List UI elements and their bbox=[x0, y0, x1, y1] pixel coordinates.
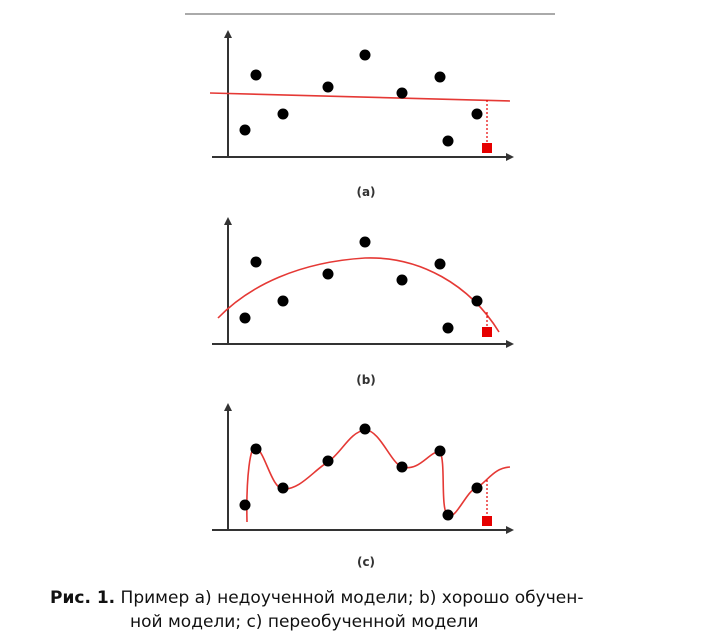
panel-b-point bbox=[239, 312, 251, 324]
panel-c-fit-curve bbox=[246, 429, 511, 523]
panel-a-fit-line bbox=[209, 92, 511, 102]
panel-a-point bbox=[359, 49, 371, 61]
panel-c-points bbox=[239, 423, 483, 521]
panel-a: (a) bbox=[209, 30, 514, 199]
panel-b-point bbox=[434, 258, 446, 270]
panel-c-prediction-marker bbox=[482, 516, 492, 526]
panel-b-points bbox=[239, 236, 483, 334]
panel-b-point bbox=[396, 274, 408, 286]
panel-b-point bbox=[442, 322, 454, 334]
figure-caption: Рис. 1. Пример a) недоученной модели; b)… bbox=[50, 586, 700, 634]
caption-line-1: Рис. 1. Пример a) недоученной модели; b)… bbox=[50, 586, 700, 610]
panel-a-prediction-marker bbox=[482, 143, 492, 153]
panel-c-point bbox=[239, 499, 251, 511]
panel-a-point bbox=[434, 71, 446, 83]
panel-b-label: (b) bbox=[356, 373, 376, 387]
panel-a-point bbox=[442, 135, 454, 147]
panel-c-point bbox=[277, 482, 289, 494]
panel-b: (b) bbox=[212, 217, 514, 387]
panel-a-point bbox=[396, 87, 408, 99]
panel-c-point bbox=[322, 455, 334, 467]
panel-b-fit-curve bbox=[217, 257, 500, 333]
panel-a-point bbox=[471, 108, 483, 120]
panel-a-points bbox=[239, 49, 483, 147]
panel-a-point bbox=[239, 124, 251, 136]
panel-b-prediction-marker bbox=[482, 327, 492, 337]
panel-b-point bbox=[471, 295, 483, 307]
panel-c-point bbox=[434, 445, 446, 457]
panel-a-point bbox=[322, 81, 334, 93]
panel-c-point bbox=[471, 482, 483, 494]
panel-c-point bbox=[250, 443, 262, 455]
panel-c-label: (c) bbox=[357, 555, 375, 569]
panel-b-point bbox=[322, 268, 334, 280]
caption-line-2: ной модели; c) переобученной модели bbox=[130, 612, 479, 632]
panel-c-point bbox=[396, 461, 408, 473]
panel-b-point bbox=[250, 256, 262, 268]
panel-a-point bbox=[250, 69, 262, 81]
panel-a-point bbox=[277, 108, 289, 120]
caption-label: Рис. 1. bbox=[50, 588, 116, 608]
caption-text-1: Пример a) недоученной модели; b) хорошо … bbox=[120, 588, 584, 608]
figure-diagram: (a) (b) bbox=[185, 13, 555, 569]
panel-c-point bbox=[359, 423, 371, 435]
panel-b-point bbox=[359, 236, 371, 248]
panel-c-point bbox=[442, 509, 454, 521]
panel-a-label: (a) bbox=[356, 185, 375, 199]
panel-b-point bbox=[277, 295, 289, 307]
panel-c: (c) bbox=[212, 403, 514, 569]
